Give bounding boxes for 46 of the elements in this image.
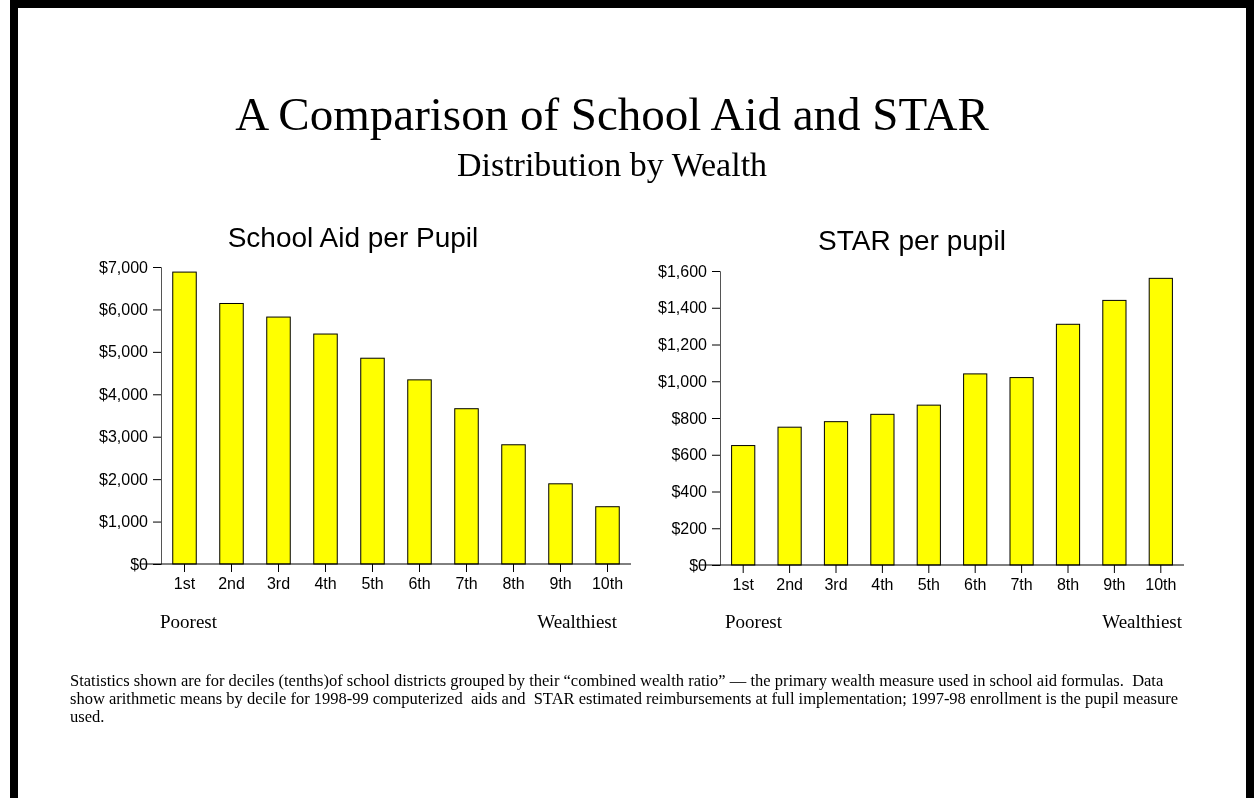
x-tick-label: 9th [1103, 576, 1126, 593]
text: Statistics shown are for deciles (tenths)of school districts grouped by their “combined wealth ratio” — the primary wealth measure used in school aid formulas. Data show arithmetic means by decile for 1998-99 computerized aids and STAR estimated reimbursements at full implementation; 1997-98 enrollment is the pupil measure used. [70, 671, 1180, 726]
y-tick-label: $800 [671, 409, 708, 427]
y-tick-label: $1,000 [658, 372, 708, 390]
y-tick-label: $2,000 [99, 470, 149, 488]
x-tick-label: 1st [173, 575, 196, 592]
x-tick-label: 10th [591, 575, 624, 592]
x-tick-label: 3rd [266, 575, 291, 592]
y-tick-label: $1,400 [658, 299, 708, 317]
chart-title: STAR per pupil [818, 225, 1006, 256]
text: Wealthiest [1102, 611, 1183, 632]
text: A Comparison of School Aid and STAR [235, 88, 990, 140]
y-tick-label: $4,000 [99, 385, 149, 403]
x-tick-label: 5th [361, 575, 384, 592]
chart-title: School Aid per Pupil [227, 222, 479, 253]
y-tick-label: $6,000 [99, 301, 149, 319]
x-tick-label: 6th [408, 575, 431, 592]
text: Distribution by Wealth [456, 146, 768, 183]
x-tick-label: 7th [1010, 576, 1033, 593]
x-tick-label: 5th [917, 576, 940, 593]
y-tick-label: $0 [689, 556, 708, 574]
x-tick-label: 9th [549, 575, 572, 592]
y-tick-label: $400 [671, 483, 708, 501]
x-tick-label: 8th [1056, 576, 1080, 593]
x-tick-label: 6th [964, 576, 987, 593]
x-tick-label: 8th [502, 575, 525, 592]
x-tick-label: 3rd [824, 576, 848, 593]
x-tick-label: 10th [1145, 576, 1177, 593]
y-tick-label: $0 [130, 555, 149, 573]
y-tick-label: $1,200 [658, 336, 708, 354]
y-tick-label: $600 [671, 446, 708, 464]
x-tick-label: 2nd [218, 575, 245, 592]
x-tick-label: 4th [871, 576, 894, 593]
y-tick-label: $1,000 [99, 513, 149, 531]
y-tick-label: $1,600 [658, 262, 708, 280]
x-tick-label: 2nd [776, 576, 803, 593]
y-tick-label: $7,000 [99, 258, 149, 276]
x-tick-label: 7th [455, 575, 478, 592]
x-tick-label: 1st [732, 576, 755, 593]
y-tick-label: $200 [671, 519, 708, 537]
text: Wealthiest [537, 611, 618, 632]
x-tick-label: 4th [314, 575, 337, 592]
text: Poorest [160, 611, 218, 632]
y-tick-label: $3,000 [99, 428, 149, 446]
y-tick-label: $5,000 [99, 343, 149, 361]
text: Poorest [725, 611, 783, 632]
